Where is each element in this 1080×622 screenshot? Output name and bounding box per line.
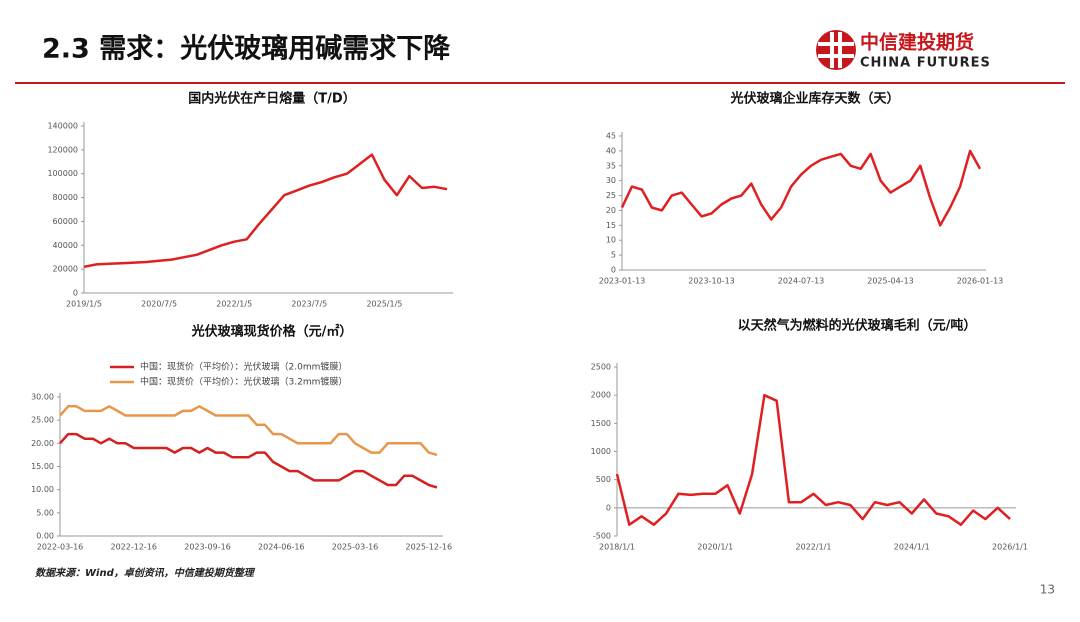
y-tick-label: 40 <box>606 146 616 155</box>
y-tick-label: 5.00 <box>36 508 54 517</box>
y-tick-label: 0 <box>611 266 616 275</box>
legend-label: 中国：现货价（平均价）：光伏玻璃（3.2mm镀膜） <box>140 376 347 388</box>
y-tick-label: 10.00 <box>31 485 54 494</box>
chart-title: 以天然气为燃料的光伏玻璃毛利（元/吨） <box>738 318 977 334</box>
y-tick-label: 1500 <box>591 419 611 428</box>
logo-en: CHINA FUTURES <box>860 56 991 71</box>
y-tick-label: 0 <box>73 289 78 298</box>
y-tick-label: 2500 <box>591 363 611 372</box>
y-tick-label: 25 <box>606 191 616 200</box>
y-tick-label: 500 <box>596 475 611 484</box>
x-tick-label: 2023-10-13 <box>688 277 735 286</box>
x-tick-label: 2026/1/1 <box>992 543 1028 552</box>
y-tick-label: 100000 <box>47 169 78 178</box>
y-tick-label: 140000 <box>47 122 78 131</box>
data-line <box>83 153 448 269</box>
y-tick-label: 20000 <box>53 265 78 274</box>
x-tick-label: 2022-12-16 <box>111 543 158 552</box>
x-tick-label: 2026-01-13 <box>957 277 1004 286</box>
x-tick-label: 2025/1/5 <box>366 300 402 309</box>
y-tick-label: 2000 <box>591 391 611 400</box>
chart-title: 光伏玻璃企业库存天数（天） <box>729 91 899 107</box>
data-line <box>620 149 982 227</box>
logo-cn: 中信建投期货 <box>860 31 974 54</box>
y-tick-label: 30 <box>606 176 616 185</box>
y-tick-label: 60000 <box>53 217 78 226</box>
data-line <box>59 432 438 489</box>
chart-title: 光伏玻璃现货价格（元/㎡） <box>191 324 353 340</box>
y-tick-label: 30.00 <box>31 393 54 402</box>
y-tick-label: -500 <box>593 532 611 541</box>
x-tick-label: 2024/1/1 <box>894 543 930 552</box>
y-tick-label: 45 <box>606 132 616 141</box>
x-tick-label: 2025-03-16 <box>332 543 379 552</box>
x-tick-label: 2023-09-16 <box>184 543 231 552</box>
y-tick-label: 25.00 <box>31 416 54 425</box>
y-tick-label: 20 <box>606 206 616 215</box>
x-tick-label: 2020/1/1 <box>697 543 733 552</box>
page-number: 13 <box>1040 583 1055 597</box>
y-tick-label: 1000 <box>591 447 611 456</box>
y-tick-label: 15 <box>606 221 616 230</box>
x-tick-label: 2022/1/5 <box>216 300 252 309</box>
x-tick-label: 2024-06-16 <box>258 543 305 552</box>
y-tick-label: 0.00 <box>36 532 54 541</box>
x-tick-label: 2018/1/1 <box>599 543 635 552</box>
slide-title: 2.3 需求：光伏玻璃用碱需求下降 <box>42 34 451 65</box>
y-tick-label: 40000 <box>53 241 78 250</box>
data-line <box>615 393 1011 526</box>
x-tick-label: 2024-07-13 <box>778 277 825 286</box>
y-tick-label: 35 <box>606 161 616 170</box>
y-tick-label: 5 <box>611 251 616 260</box>
data-line <box>59 405 438 457</box>
logo-icon <box>816 30 856 70</box>
x-tick-label: 2023-01-13 <box>599 277 646 286</box>
y-tick-label: 80000 <box>53 193 78 202</box>
x-tick-label: 2019/1/5 <box>66 300 102 309</box>
y-tick-label: 10 <box>606 236 616 245</box>
y-tick-label: 20.00 <box>31 439 54 448</box>
y-tick-label: 120000 <box>47 145 78 154</box>
chart-title: 国内光伏在产日熔量（T/D） <box>188 91 355 107</box>
x-tick-label: 2020/7/5 <box>141 300 177 309</box>
source-note: 数据来源：Wind，卓创资讯，中信建投期货整理 <box>35 567 256 579</box>
x-tick-label: 2025-12-16 <box>406 543 453 552</box>
legend-label: 中国：现货价（平均价）：光伏玻璃（2.0mm镀膜） <box>140 361 347 373</box>
x-tick-label: 2023/7/5 <box>291 300 327 309</box>
y-tick-label: 0 <box>606 503 611 512</box>
x-tick-label: 2022/1/1 <box>796 543 832 552</box>
y-tick-label: 15.00 <box>31 462 54 471</box>
x-tick-label: 2025-04-13 <box>867 277 914 286</box>
x-tick-label: 2022-03-16 <box>37 543 84 552</box>
